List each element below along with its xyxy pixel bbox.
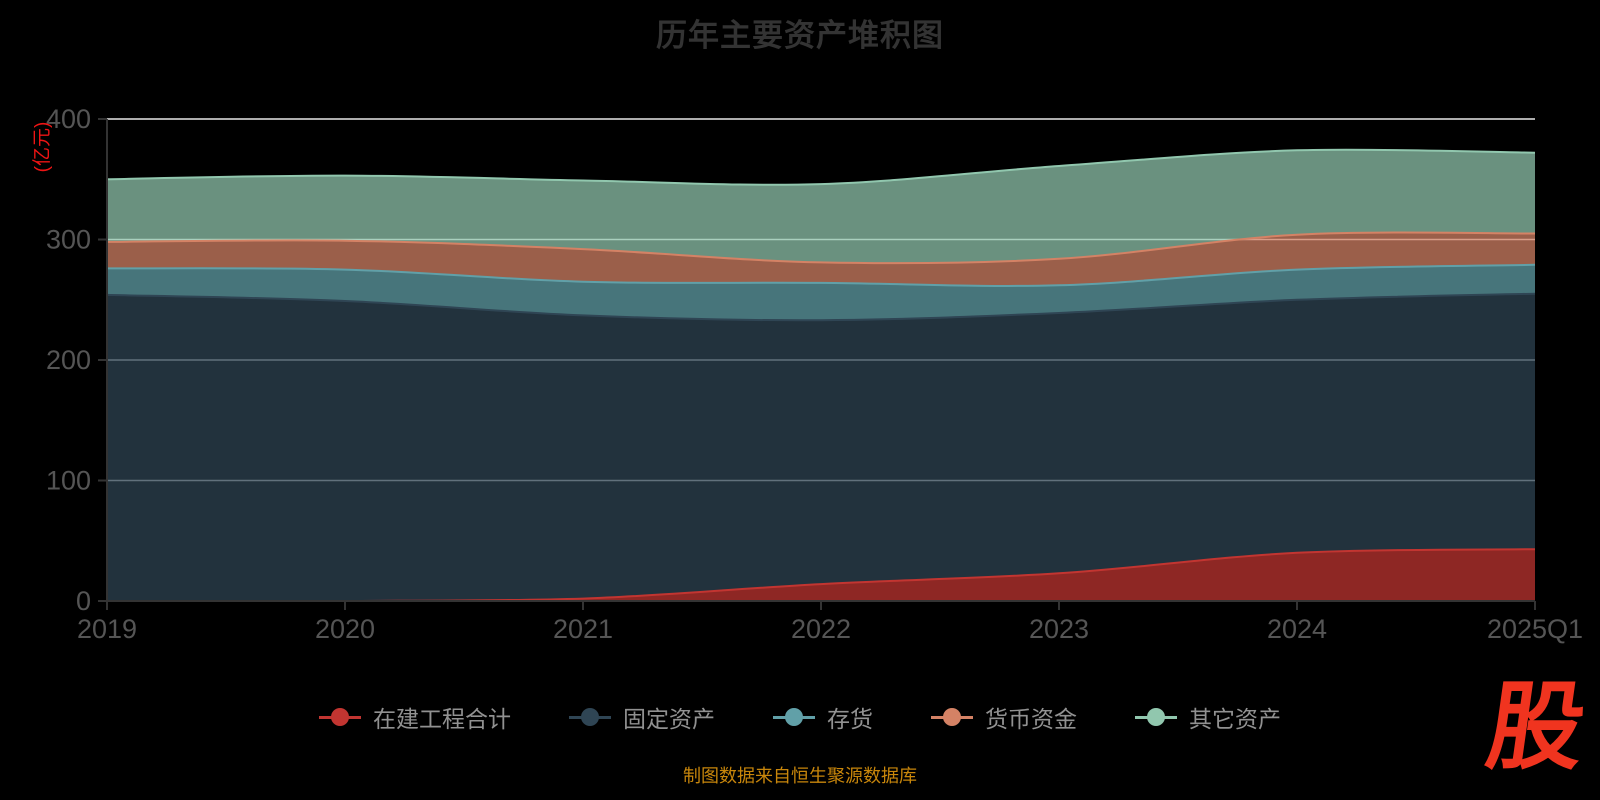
y-tick-label-300: 300 [46,225,91,255]
legend-label: 存货 [827,706,873,732]
x-tick-label-2020: 2020 [315,614,375,644]
chart-title: 历年主要资产堆积图 [656,18,944,53]
legend-label: 固定资产 [623,706,715,732]
legend-line-dot-icon [1135,708,1177,726]
legend-label: 其它资产 [1189,706,1281,732]
legend-item-5[interactable]: 其它资产 [1135,700,1281,734]
y-axis-unit-label: (亿元) [32,121,53,173]
legend-item-2[interactable]: 固定资产 [569,700,715,734]
legend-item-4[interactable]: 货币资金 [931,700,1077,734]
x-tick-label-2024: 2024 [1267,614,1327,644]
stock-logo: 股 [1480,674,1592,781]
legend-item-1[interactable]: 在建工程合计 [319,700,511,734]
legend: 在建工程合计 固定资产 存货 货币资金 其它资产 [0,700,1600,734]
y-tick-label-200: 200 [46,345,91,375]
legend-line-dot-icon [931,708,973,726]
line-固定资产 [106,292,1536,322]
legend-label: 在建工程合计 [373,706,511,732]
legend-item-3[interactable]: 存货 [773,700,873,734]
line-存货 [106,263,1536,287]
legend-label: 货币资金 [985,706,1077,732]
x-tick-label-2022: 2022 [791,614,851,644]
y-tick-label-400: 400 [46,104,91,134]
legend-line-dot-icon [319,708,361,726]
x-tick-label-2023: 2023 [1029,614,1089,644]
data-source-note: 制图数据来自恒生聚源数据库 [683,766,917,786]
area-固定资产 [107,293,1535,601]
x-tick-label-2025Q1: 2025Q1 [1487,614,1583,644]
x-tick-label-2019: 2019 [77,614,137,644]
legend-line-dot-icon [773,708,815,726]
line-货币资金 [106,231,1536,265]
x-tick-label-2021: 2021 [553,614,613,644]
line-其它资产 [106,148,1536,186]
area-货币资金 [107,232,1535,286]
y-tick-label-0: 0 [76,586,91,616]
area-在建工程合计 [107,549,1535,601]
y-tick-label-100: 100 [46,466,91,496]
legend-line-dot-icon [569,708,611,726]
